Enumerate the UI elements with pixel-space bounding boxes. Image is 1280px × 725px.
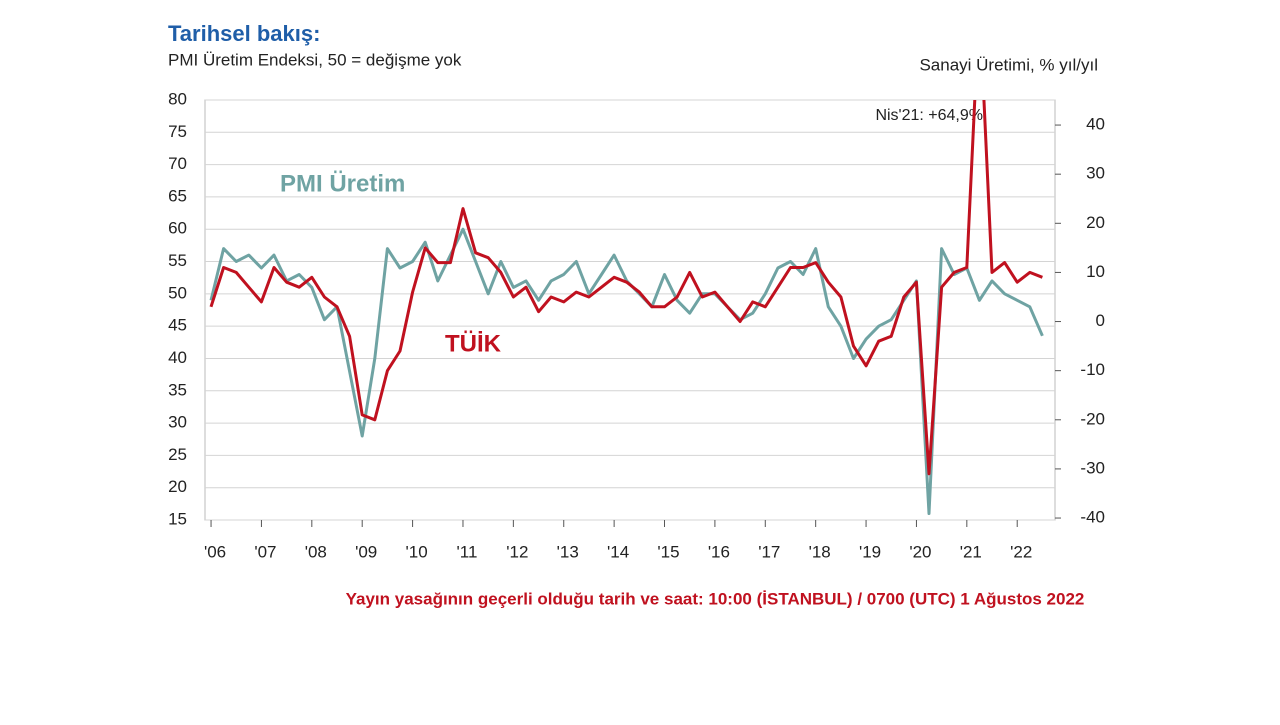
y-tick-label: 55: [168, 251, 187, 270]
legend-label: PMI Üretim: [280, 170, 405, 197]
x-tick-label: '11: [457, 542, 478, 561]
x-tick-label: '10: [406, 542, 428, 561]
y2-tick-label: -30: [1080, 458, 1105, 477]
x-tick-label: '18: [809, 542, 831, 561]
y2-axis-label: Sanayi Üretimi, % yıl/yıl: [919, 55, 1098, 74]
x-tick-label: '22: [1010, 542, 1032, 561]
y2-tick-label: 40: [1086, 115, 1105, 134]
x-tick-label: '14: [607, 542, 629, 561]
y2-tick-label: 20: [1086, 213, 1105, 232]
x-tick-label: '13: [557, 542, 579, 561]
y-tick-label: 50: [168, 283, 187, 302]
y-tick-label: 35: [168, 380, 187, 399]
x-tick-label: '09: [355, 542, 377, 561]
y-tick-label: 65: [168, 186, 187, 205]
chart-subtitle: PMI Üretim Endeksi, 50 = değişme yok: [168, 50, 462, 69]
x-tick-label: '12: [506, 542, 528, 561]
y-tick-label: 40: [168, 348, 187, 367]
x-tick-label: '07: [254, 542, 276, 561]
x-tick-label: '21: [960, 542, 982, 561]
y-tick-label: 80: [168, 89, 187, 108]
plot-lines: [209, 100, 1044, 515]
y-tick-label: 45: [168, 316, 187, 335]
series-line: [209, 227, 1044, 515]
y2-tick-label: -10: [1080, 360, 1105, 379]
y2-tick-label: 10: [1086, 262, 1105, 281]
y-tick-label: 20: [168, 477, 187, 496]
y2-tick-label: 0: [1096, 311, 1105, 330]
x-tick-label: '17: [758, 542, 780, 561]
y-tick-label: 30: [168, 413, 187, 432]
y2-tick-label: -20: [1080, 409, 1105, 428]
x-tick-label: '15: [657, 542, 679, 561]
y-tick-label: 15: [168, 509, 187, 528]
x-tick-label: '06: [204, 542, 226, 561]
x-tick-label: '20: [909, 542, 931, 561]
y2-tick-label: 30: [1086, 164, 1105, 183]
y-tick-label: 60: [168, 219, 187, 238]
y2-tick-label: -40: [1080, 508, 1105, 527]
chart-title: Tarihsel bakış:: [168, 21, 320, 46]
x-tick-label: '08: [305, 542, 327, 561]
x-tick-label: '16: [708, 542, 730, 561]
legend-label: TÜİK: [445, 330, 502, 357]
annotation: Nis'21: +64,9%: [875, 107, 983, 124]
x-tick-label: '19: [859, 542, 881, 561]
y-tick-label: 75: [168, 122, 187, 141]
y-tick-label: 25: [168, 445, 187, 464]
y-tick-label: 70: [168, 154, 187, 173]
series-line: [209, 100, 1043, 476]
footer: Yayın yasağının geçerli olduğu tarih ve …: [346, 589, 1085, 608]
